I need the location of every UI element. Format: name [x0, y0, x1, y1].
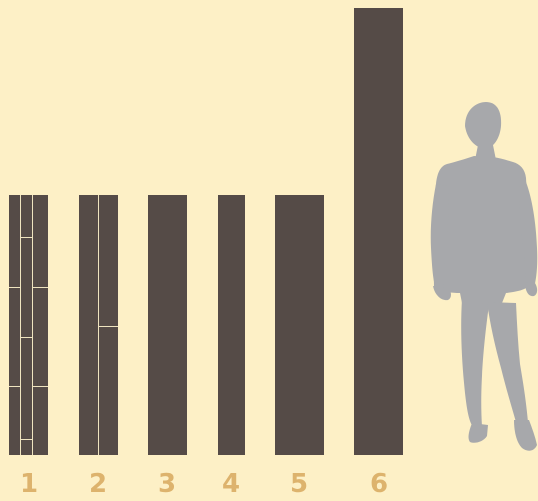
panel-1-seam	[21, 439, 32, 440]
panel-6-label: 6	[369, 469, 389, 499]
panel-3-label: 3	[157, 469, 177, 499]
panel-1-seam	[32, 195, 33, 455]
panel-5-label: 5	[289, 469, 309, 499]
panel-3	[148, 195, 187, 455]
panel-1-seam	[33, 287, 48, 288]
panel-4-label: 4	[221, 469, 241, 499]
panel-2-label: 2	[88, 469, 108, 499]
panel-1-seam	[20, 195, 21, 455]
panel-5	[275, 195, 324, 455]
panel-1-seam	[21, 237, 32, 238]
panel-1-seam	[21, 337, 32, 338]
panel-1-seam	[9, 386, 20, 387]
panel-1	[9, 195, 48, 455]
panel-1-label: 1	[19, 469, 39, 499]
panel-2-seam	[99, 326, 118, 327]
panel-2	[79, 195, 118, 455]
panel-2-seam	[98, 195, 99, 455]
panel-4	[218, 195, 245, 455]
panel-1-seam	[33, 386, 48, 387]
panel-1-seam	[9, 287, 20, 288]
human-silhouette-icon	[430, 102, 538, 451]
panel-6	[354, 8, 403, 455]
